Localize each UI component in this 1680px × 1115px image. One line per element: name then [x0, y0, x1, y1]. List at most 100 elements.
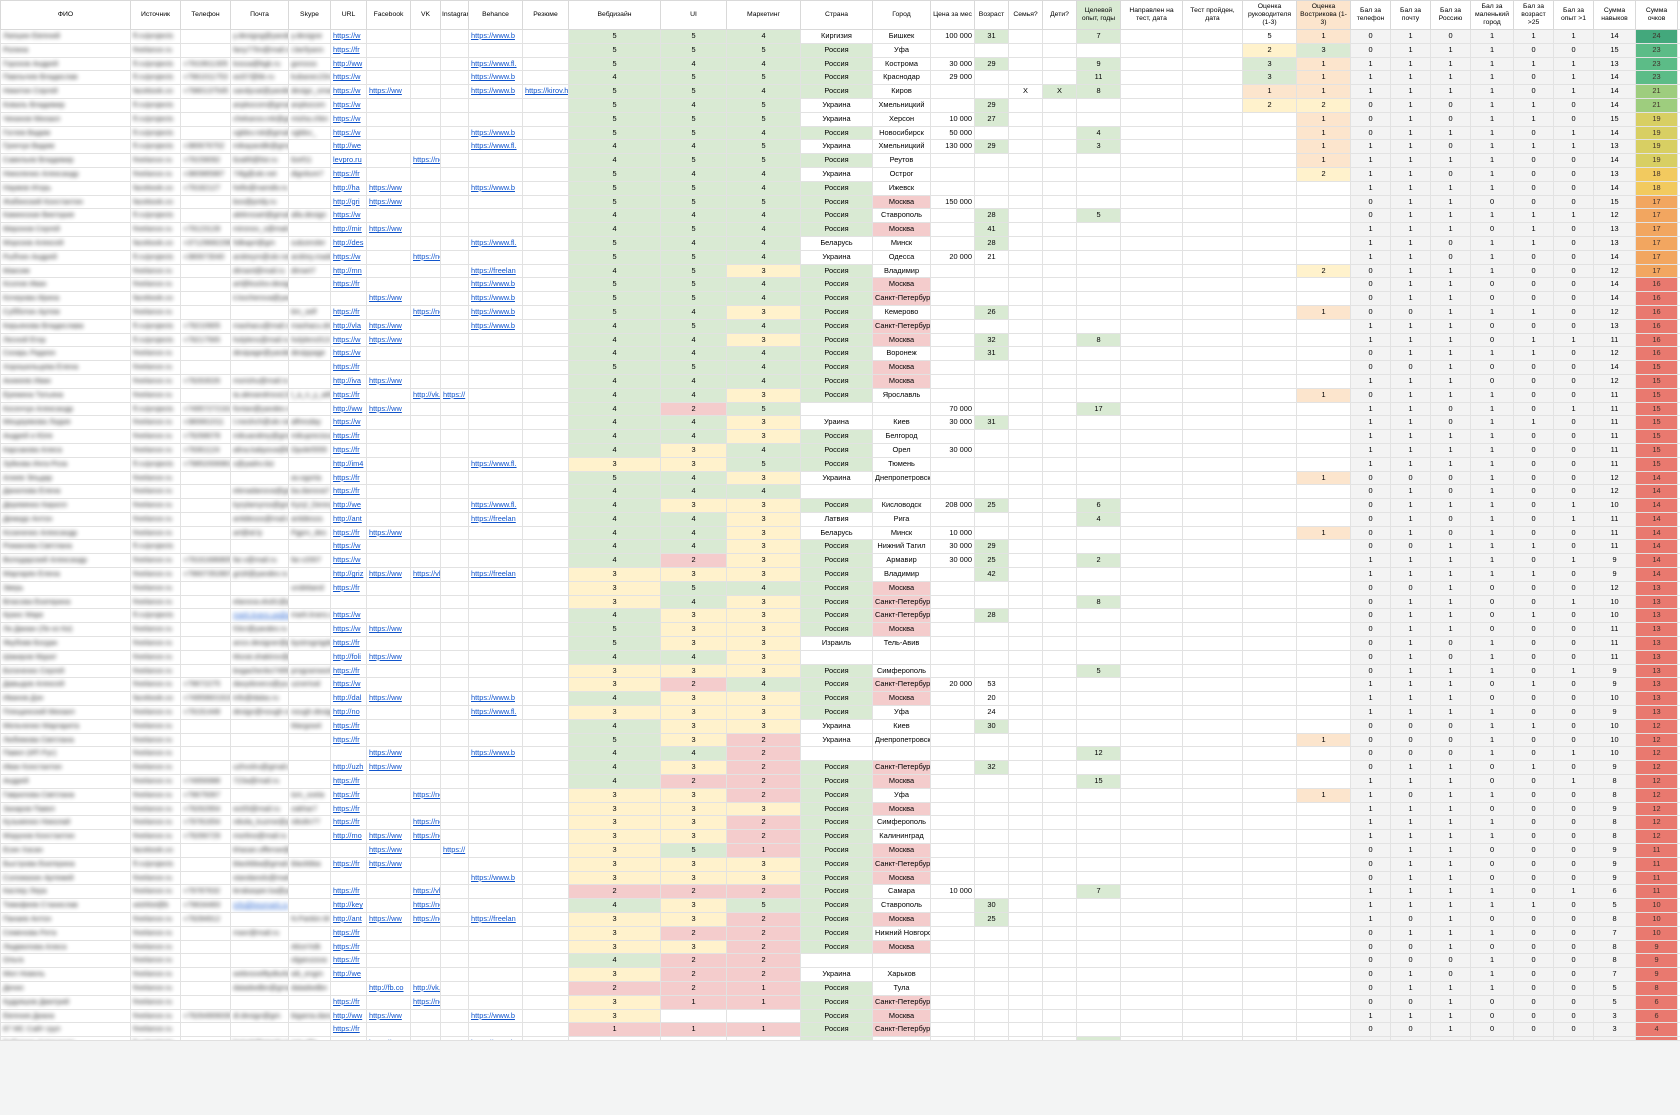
cell-phone[interactable]: +74957272161	[180, 401, 231, 417]
cell-skills-sum[interactable]: 5	[1593, 980, 1636, 996]
cell-url[interactable]: https://fr	[330, 925, 367, 941]
cell-ui-score[interactable]	[660, 1008, 727, 1024]
cell-phone[interactable]	[180, 470, 231, 486]
cell-webdesign-score[interactable]: 4	[568, 153, 661, 168]
cell-facebook[interactable]	[366, 925, 411, 941]
cell-name[interactable]: Тимофеев Станислав	[0, 898, 131, 913]
cell-kids[interactable]	[1042, 277, 1077, 293]
cell-resume[interactable]	[522, 705, 569, 720]
cell-instagram[interactable]	[440, 29, 469, 44]
cell-test-sent-date[interactable]	[1120, 84, 1183, 99]
cell-test-sent-date[interactable]	[1120, 856, 1183, 872]
cell-test-sent-date[interactable]	[1120, 870, 1183, 886]
cell-manager-rating[interactable]	[1242, 939, 1297, 955]
cell-manager-rating[interactable]	[1242, 594, 1297, 610]
cell-city[interactable]: Санкт-Петербург	[872, 677, 931, 693]
cell-source[interactable]: freelance.ru	[130, 594, 181, 610]
cell-email[interactable]: di.design@gm	[230, 1008, 289, 1024]
cell-family[interactable]	[1008, 42, 1043, 58]
cell-instagram[interactable]	[440, 1022, 469, 1038]
cell-url-link[interactable]: https://fr	[333, 444, 360, 454]
cell-ui-score[interactable]: 3	[660, 636, 727, 651]
cell-test-sent-date[interactable]	[1120, 746, 1183, 762]
cell-email[interactable]: elanova.elu91@yandex.ru	[230, 594, 289, 610]
cell-ui-score[interactable]: 3	[660, 856, 727, 872]
cell-score-experience[interactable]: 0	[1553, 967, 1594, 982]
cell-age[interactable]	[974, 815, 1009, 831]
cell-score-experience[interactable]: 0	[1553, 1022, 1594, 1038]
cell-name[interactable]: Кранс Марк	[0, 608, 131, 624]
cell-source[interactable]: facebook.co	[130, 194, 181, 210]
cell-vk-link[interactable]: http://vk.	[413, 389, 441, 399]
cell-manager-rating[interactable]	[1242, 222, 1297, 237]
cell-behance[interactable]: https://freelan	[468, 263, 523, 279]
cell-score-phone[interactable]: 0	[1350, 97, 1391, 113]
cell-target-experience[interactable]	[1076, 622, 1121, 638]
cell-behance[interactable]: https://www.b	[468, 1036, 523, 1040]
cell-score-small-city[interactable]: 1	[1470, 42, 1514, 58]
cell-points-sum[interactable]: 23	[1635, 70, 1678, 86]
cell-family[interactable]	[1008, 415, 1043, 431]
cell-ui-score[interactable]: 2	[660, 980, 727, 996]
cell-facebook[interactable]: https://ww	[366, 222, 411, 237]
cell-points-sum[interactable]: 12	[1635, 815, 1678, 831]
cell-score-phone[interactable]: 1	[1350, 553, 1391, 569]
cell-age[interactable]	[974, 125, 1009, 141]
cell-family[interactable]	[1008, 980, 1043, 996]
cell-email[interactable]	[230, 787, 289, 803]
cell-facebook[interactable]	[366, 608, 411, 624]
cell-webdesign-score[interactable]: 4	[568, 263, 661, 279]
cell-age[interactable]: 25	[974, 498, 1009, 513]
cell-score-experience[interactable]: 0	[1553, 580, 1594, 596]
cell-skype[interactable]: alfresday	[288, 415, 331, 431]
cell-score-russia[interactable]: 1	[1430, 194, 1471, 210]
cell-test-sent-date[interactable]	[1120, 139, 1183, 155]
cell-test-sent-date[interactable]	[1120, 774, 1183, 789]
cell-vk[interactable]	[410, 346, 441, 362]
cell-email[interactable]	[230, 912, 289, 927]
cell-behance[interactable]	[468, 815, 523, 831]
cell-phone[interactable]	[180, 291, 231, 306]
cell-age[interactable]: 29	[974, 539, 1009, 555]
cell-test-sent-date[interactable]	[1120, 898, 1183, 913]
cell-score-age[interactable]: 0	[1513, 856, 1554, 872]
cell-score-phone[interactable]: 1	[1350, 1008, 1391, 1024]
cell-family[interactable]	[1008, 304, 1043, 320]
cell-instagram[interactable]	[440, 953, 469, 969]
cell-score-email[interactable]: 0	[1390, 360, 1431, 375]
cell-test-sent-date[interactable]	[1120, 208, 1183, 224]
cell-score-experience[interactable]: 1	[1553, 511, 1594, 527]
cell-score-experience[interactable]: 0	[1553, 856, 1594, 872]
cell-source[interactable]: facebook.co	[130, 84, 181, 99]
cell-behance[interactable]	[468, 760, 523, 776]
cell-test-sent-date[interactable]	[1120, 42, 1183, 58]
cell-facebook[interactable]	[366, 967, 411, 982]
cell-name[interactable]: Людмилова Алиса	[0, 939, 131, 955]
cell-facebook-link[interactable]: https://ww	[369, 831, 402, 841]
cell-phone[interactable]: +7980137545	[180, 84, 231, 99]
cell-skype[interactable]: desippage	[288, 346, 331, 362]
cell-url[interactable]: http://im4	[330, 456, 367, 472]
cell-vk[interactable]	[410, 42, 441, 58]
cell-score-russia[interactable]: 1	[1430, 180, 1471, 196]
cell-family[interactable]	[1008, 691, 1043, 707]
cell-score-small-city[interactable]: 1	[1470, 884, 1514, 900]
cell-instagram[interactable]	[440, 263, 469, 279]
cell-instagram[interactable]	[440, 580, 469, 596]
cell-points-sum[interactable]: 24	[1635, 29, 1678, 44]
cell-age[interactable]: 30	[974, 898, 1009, 913]
cell-instagram[interactable]	[440, 111, 469, 127]
cell-points-sum[interactable]: 21	[1635, 97, 1678, 113]
cell-behance-link[interactable]: https://www.b	[471, 127, 515, 137]
cell-score-small-city[interactable]: 1	[1470, 815, 1514, 831]
cell-test-sent-date[interactable]	[1120, 222, 1183, 237]
cell-family[interactable]	[1008, 925, 1043, 941]
column-header-2[interactable]: Источник	[130, 0, 181, 30]
cell-manager-rating[interactable]	[1242, 732, 1297, 748]
cell-score-small-city[interactable]: 0	[1470, 774, 1514, 789]
cell-city[interactable]: Нижний Тагил	[872, 539, 931, 555]
cell-marketing-score[interactable]: 3	[726, 304, 801, 320]
cell-email[interactable]	[230, 939, 289, 955]
cell-url-link[interactable]: https://w	[333, 334, 361, 344]
cell-target-experience[interactable]	[1076, 1008, 1121, 1024]
